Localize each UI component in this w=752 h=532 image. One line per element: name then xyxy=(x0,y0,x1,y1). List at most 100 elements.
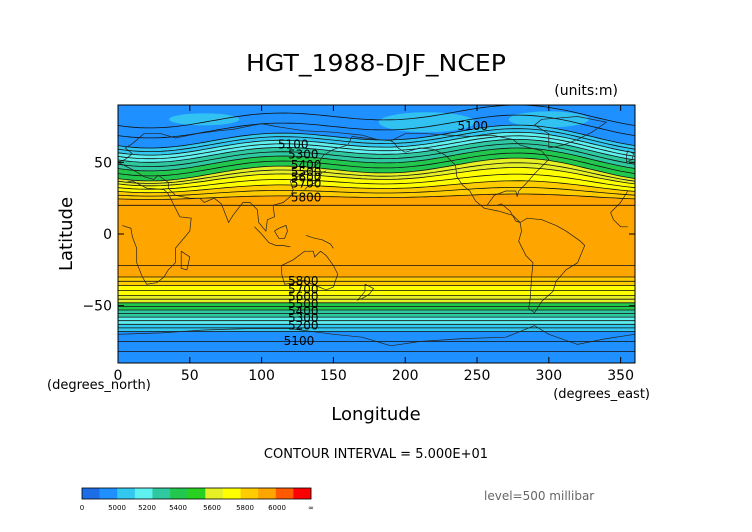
contour-label-0: 5100 xyxy=(278,138,309,152)
colorbar-bin-1 xyxy=(99,488,118,499)
x-tick-label-6: 300 xyxy=(535,368,562,384)
colorbar-bin-5 xyxy=(170,488,188,499)
colorbar-bin-6 xyxy=(187,488,206,499)
colorbar-label-3: 5400 xyxy=(169,504,187,512)
colorbar-bin-12 xyxy=(293,488,312,499)
coastline-8 xyxy=(305,235,334,249)
planetary-wave-ridges xyxy=(169,111,589,133)
contour-band-16 xyxy=(118,331,635,363)
contour-line-22 xyxy=(118,187,635,197)
colorbar-frame xyxy=(81,487,312,500)
colorbar: 0 5000 5200 5400 5600 5800 6000 ∞ xyxy=(80,487,314,512)
colorbar-bin-3 xyxy=(134,488,153,499)
coastline-5 xyxy=(118,136,377,232)
colorbar-label-6: 6000 xyxy=(268,504,286,512)
y-axis-label: Latitude xyxy=(56,197,77,271)
coastline-14 xyxy=(118,325,635,347)
colorbar-bin-9 xyxy=(240,488,259,499)
x-axis-label: Longitude xyxy=(331,404,421,425)
contour-line-0 xyxy=(118,124,635,149)
colorbar-bin-0 xyxy=(82,488,100,499)
colorbar-bin-4 xyxy=(152,488,171,499)
coastline-1 xyxy=(533,116,608,149)
contour-label-6: 5800 xyxy=(291,191,322,205)
y-tick-label-2: 50 xyxy=(94,155,112,171)
contour-label-13: 5200 xyxy=(288,318,319,332)
polar-ridge-0 xyxy=(378,112,475,133)
contour-label-15: 5100 xyxy=(457,119,488,133)
colorbar-bin-2 xyxy=(117,488,136,499)
x-unit-label: (degrees_east) xyxy=(553,387,650,402)
colorbar-label-4: 5600 xyxy=(203,504,221,512)
contour-interval-text: CONTOUR INTERVAL = 5.000E+01 xyxy=(264,447,488,462)
coastline-0 xyxy=(390,133,550,223)
contour-label-10: 5500 xyxy=(288,297,319,311)
coastlines xyxy=(118,116,635,347)
contour-band-7 xyxy=(118,180,635,200)
x-tick-label-0: 0 xyxy=(114,368,123,384)
contour-line-6 xyxy=(118,180,635,194)
contour-label-2: 5400 xyxy=(291,158,322,172)
contour-band-0 xyxy=(118,105,635,148)
colorbar-label-0: 0 xyxy=(80,504,84,512)
coastline-4 xyxy=(118,123,391,163)
contour-label-14: 5100 xyxy=(284,334,315,348)
contour-label-3: 5500 xyxy=(291,165,322,179)
colorbar-label-2: 5200 xyxy=(138,504,156,512)
colorbar-bin-7 xyxy=(205,488,224,499)
contour-line-16 xyxy=(118,128,635,153)
x-tick-label-7: 350 xyxy=(607,368,634,384)
contour-label-9: 5600 xyxy=(288,290,319,304)
contour-band-4 xyxy=(118,148,635,181)
plot-area: 5100530054005500560057005800580057005600… xyxy=(118,105,635,363)
contour-line-4 xyxy=(118,157,635,182)
coastline-10 xyxy=(281,250,339,291)
coastline-7 xyxy=(254,226,291,248)
contour-label-7: 5800 xyxy=(288,274,319,288)
contour-label-4: 5600 xyxy=(291,171,322,185)
colorbar-label-7: ∞ xyxy=(308,504,314,512)
contour-label-5: 5700 xyxy=(291,176,322,190)
chart-title: HGT_1988-DJF_NCEP xyxy=(246,51,506,77)
contour-band-3 xyxy=(118,139,635,171)
contour-band-6 xyxy=(118,167,635,193)
contour-line-5 xyxy=(118,167,635,187)
x-tick-label-5: 250 xyxy=(464,368,491,384)
coastline-12 xyxy=(180,250,191,271)
colorbar-bin-10 xyxy=(258,488,277,499)
contour-line-3 xyxy=(118,147,635,172)
contour-band-5 xyxy=(118,158,635,186)
contour-label-1: 5300 xyxy=(288,148,319,162)
colorbar-bin-8 xyxy=(222,488,241,499)
coastline-13 xyxy=(626,150,635,163)
y-tick-label-1: 0 xyxy=(103,227,112,243)
coastline-2 xyxy=(518,217,586,314)
contour-band-8 xyxy=(118,194,635,277)
polar-ridge-2 xyxy=(169,113,240,126)
coastline-9 xyxy=(274,224,288,239)
contour-label-11: 5400 xyxy=(288,304,319,318)
y-tick-label-0: −50 xyxy=(82,299,112,315)
colorbar-label-5: 5800 xyxy=(236,504,254,512)
y-unit-label: (degrees_north) xyxy=(47,378,151,393)
x-tick-label-4: 200 xyxy=(392,368,419,384)
coastline-11 xyxy=(356,283,375,301)
x-tick-label-1: 50 xyxy=(181,368,199,384)
colorbar-label-1: 5000 xyxy=(108,504,126,512)
contour-labels: 5100530054005500560057005800580057005600… xyxy=(278,119,488,348)
contour-line-7 xyxy=(118,193,635,200)
x-axis-ticks: 0 50 100 150 200 250 300 350 xyxy=(114,105,634,384)
x-tick-label-3: 150 xyxy=(320,368,347,384)
contour-lines xyxy=(118,105,635,352)
coastline-3 xyxy=(122,180,629,285)
contour-label-12: 5300 xyxy=(288,311,319,325)
units-label: (units:m) xyxy=(554,83,618,99)
contour-line-21 xyxy=(118,173,635,190)
colorbar-bin-11 xyxy=(275,488,294,499)
contour-label-8: 5700 xyxy=(288,282,319,296)
contour-line-19 xyxy=(118,152,635,177)
y-axis-ticks: −50 0 50 xyxy=(82,155,635,315)
level-text: level=500 millibar xyxy=(484,489,594,503)
contour-line-20 xyxy=(118,162,635,184)
